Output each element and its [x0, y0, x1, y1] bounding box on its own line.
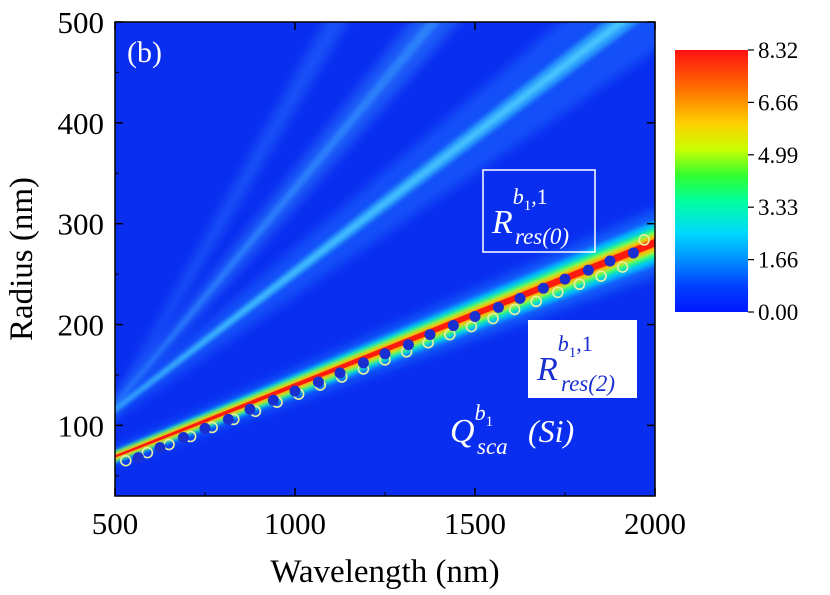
x-tick-label: 2000 — [624, 506, 686, 541]
colorbar-tick-label: 6.66 — [758, 90, 798, 115]
svg-text:Qb1: Qb1 — [450, 400, 493, 450]
res2-sup-tail: ,1 — [576, 331, 593, 356]
colorbar-tick-label: 3.33 — [758, 195, 798, 220]
secondary-band-highlight — [115, 22, 628, 411]
x-tick-label: 1500 — [444, 506, 506, 541]
res0-base: R — [491, 204, 513, 241]
colorbar-tick-label: 0.00 — [758, 300, 798, 325]
y-tick-label: 400 — [58, 106, 105, 141]
filled-circle-marker — [312, 376, 324, 388]
filled-circle-marker — [627, 247, 639, 259]
open-circle-marker — [595, 270, 607, 282]
resonance-markers — [120, 234, 651, 467]
filled-circle-marker — [334, 367, 346, 379]
open-circle-marker — [465, 320, 478, 333]
colorbar: 8.32 6.66 4.99 3.33 1.66 0.00 — [675, 38, 798, 325]
x-tick-label: 1000 — [264, 506, 326, 541]
y-tick-label: 200 — [58, 308, 105, 343]
open-circle-marker — [573, 278, 586, 291]
secondary-band-core — [115, 22, 639, 412]
res2-sup: b — [558, 331, 569, 356]
annotation-res2-box — [528, 320, 637, 398]
heatmap-bands — [115, 22, 655, 465]
filled-circle-marker — [402, 339, 414, 351]
q-sup-sub: 1 — [486, 414, 494, 430]
res0-sub: res(0) — [515, 224, 569, 249]
res0-sup-sub: 1 — [524, 198, 532, 214]
filled-circle-marker — [492, 301, 504, 313]
annotation-res2: Rb1,1 res(2) — [528, 320, 637, 398]
q-sup: b — [475, 400, 486, 425]
y-tick-label: 300 — [58, 207, 105, 242]
panel-label: (b) — [127, 36, 162, 69]
upper-band-2-halo — [115, 22, 348, 412]
filled-circle-marker — [379, 348, 391, 360]
res2-sub: res(2) — [561, 371, 615, 396]
res0-sup-tail: ,1 — [531, 184, 548, 209]
filled-circle-marker — [559, 273, 571, 285]
annotation-res0-box — [482, 169, 596, 253]
open-circle-marker — [141, 446, 154, 459]
res0-sup: b — [513, 184, 524, 209]
res2-base: R — [536, 351, 558, 388]
colorbar-tick-label: 4.99 — [758, 143, 798, 168]
upper-band-halo — [115, 22, 459, 413]
svg-text:Rb1,1: Rb1,1 — [491, 184, 548, 241]
colorbar-ticks: 8.32 6.66 4.99 3.33 1.66 0.00 — [748, 38, 798, 325]
filled-circle-marker — [424, 329, 436, 341]
colorbar-tick-label: 8.32 — [758, 38, 798, 63]
q-base: Q — [450, 413, 475, 450]
svg-text:Rb1,1: Rb1,1 — [536, 331, 593, 388]
filled-circle-marker — [604, 255, 616, 267]
heatmap — [115, 22, 655, 496]
filled-circle-marker — [199, 422, 211, 434]
res2-sup-sub: 1 — [569, 345, 577, 361]
upper-band-core — [115, 22, 440, 408]
colorbar-tick-label: 1.66 — [758, 248, 798, 273]
x-axis-title: Wavelength (nm) — [270, 554, 499, 590]
open-circle-marker — [638, 234, 651, 246]
filled-circle-marker — [177, 432, 189, 444]
open-circle-marker — [487, 312, 499, 325]
open-circle-marker — [530, 295, 543, 308]
annotation-res0: Rb1,1 res(0) — [482, 169, 596, 253]
q-sub: sca — [477, 434, 508, 459]
secondary-band-halo — [115, 22, 655, 419]
filled-circle-marker — [289, 385, 301, 397]
filled-circle-marker — [222, 413, 234, 425]
filled-circle-marker — [582, 264, 594, 276]
y-tick-label: 500 — [58, 5, 105, 40]
open-circle-marker — [616, 261, 629, 273]
filled-circle-marker — [244, 403, 256, 415]
y-tick-label: 100 — [58, 408, 105, 443]
filled-circle-marker — [514, 292, 526, 304]
q-tail: (Si) — [528, 413, 574, 449]
filled-circle-marker — [132, 452, 144, 464]
x-tick-label: 500 — [92, 506, 139, 541]
filled-circle-marker — [537, 282, 549, 294]
open-circle-marker — [120, 454, 132, 467]
filled-circle-marker — [267, 394, 279, 406]
colorbar-gradient — [675, 50, 748, 312]
annotation-qsca: Qb1 sca (Si) — [450, 400, 574, 459]
filled-circle-marker — [154, 442, 166, 454]
open-circle-marker — [551, 286, 564, 299]
filled-circle-marker — [357, 357, 369, 369]
axes: 500 1000 1500 2000 100 200 300 400 500 — [58, 5, 687, 541]
filled-circle-marker — [469, 310, 481, 322]
filled-circle-marker — [447, 320, 459, 332]
open-circle-marker — [508, 303, 521, 316]
y-axis-title: Radius (nm) — [4, 177, 40, 341]
